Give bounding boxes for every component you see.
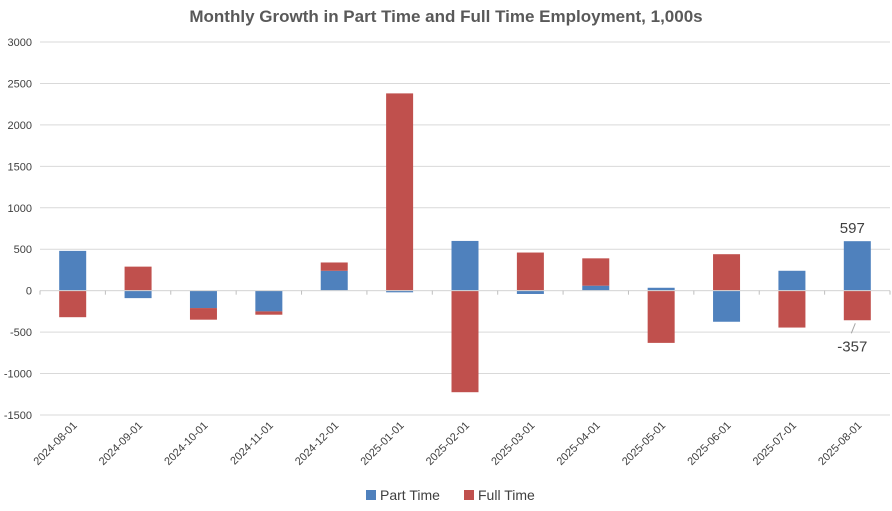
x-tick-label: 2025-07-01 bbox=[751, 420, 799, 468]
legend-swatch bbox=[464, 490, 474, 500]
y-tick-label: -1000 bbox=[4, 369, 32, 381]
full-time-bar bbox=[451, 290, 479, 393]
part-time-bar bbox=[59, 250, 87, 291]
data-labels: 597 -357 bbox=[837, 220, 867, 355]
full-time-bar bbox=[778, 290, 806, 328]
full-time-bar bbox=[843, 290, 871, 321]
part-time-bar bbox=[582, 285, 610, 291]
x-tick-label: 2025-01-01 bbox=[358, 420, 406, 468]
leader-line bbox=[850, 323, 856, 334]
y-tick-label: 0 bbox=[26, 286, 32, 298]
full-time-bar bbox=[189, 308, 217, 320]
full-time-bar bbox=[255, 311, 283, 315]
part-time-bar bbox=[386, 290, 414, 293]
x-tick-label: 2024-09-01 bbox=[97, 420, 145, 468]
y-tick-label: 2000 bbox=[8, 120, 32, 132]
data-label: 597 bbox=[840, 220, 865, 237]
x-tick-label: 2025-02-01 bbox=[424, 420, 472, 468]
part-time-bar bbox=[843, 241, 871, 291]
y-tick-label: 3000 bbox=[8, 37, 32, 49]
y-tick-label: 1000 bbox=[8, 203, 32, 215]
x-tick-label: 2024-12-01 bbox=[293, 420, 341, 468]
legend-label: Full Time bbox=[478, 487, 535, 503]
part-time-bar bbox=[451, 240, 479, 291]
part-time-bar bbox=[320, 270, 348, 291]
full-time-bar bbox=[386, 93, 414, 291]
x-tick-label: 2025-05-01 bbox=[620, 420, 668, 468]
x-tick-label: 2025-03-01 bbox=[489, 420, 537, 468]
full-time-bar bbox=[516, 252, 544, 291]
y-axis: 3000 2500 2000 1500 1000 500 0 -500 -1000 -1500 bbox=[4, 37, 32, 422]
part-time-bar bbox=[189, 290, 217, 309]
y-tick-label: 2500 bbox=[8, 78, 32, 90]
x-tick-label: 2025-08-01 bbox=[816, 420, 864, 468]
part-time-bar bbox=[778, 270, 806, 291]
legend-swatch bbox=[366, 490, 376, 500]
x-tick-label: 2024-11-01 bbox=[228, 420, 276, 468]
full-time-bar bbox=[647, 290, 675, 343]
part-time-bar bbox=[255, 290, 283, 312]
y-tick-label: 500 bbox=[14, 244, 32, 256]
x-tick-label: 2025-06-01 bbox=[685, 420, 733, 468]
y-tick-label: -500 bbox=[10, 327, 32, 339]
x-tick-label: 2024-08-01 bbox=[32, 420, 80, 468]
legend-label: Part Time bbox=[380, 487, 440, 503]
x-tick-label: 2024-10-01 bbox=[162, 420, 210, 468]
part-time-bar bbox=[516, 290, 544, 294]
full-time-bar bbox=[713, 254, 741, 291]
part-time-bar bbox=[124, 290, 152, 299]
chart-title: Monthly Growth in Part Time and Full Tim… bbox=[189, 7, 702, 26]
full-time-bar bbox=[124, 266, 152, 291]
bars bbox=[59, 93, 871, 393]
x-tick-label: 2025-04-01 bbox=[555, 420, 603, 468]
legend: Part Time Full Time bbox=[366, 487, 535, 503]
full-time-bar bbox=[320, 262, 348, 271]
y-tick-label: -1500 bbox=[4, 410, 32, 422]
part-time-bar bbox=[647, 287, 675, 291]
full-time-bar bbox=[59, 290, 87, 318]
y-tick-label: 1500 bbox=[8, 161, 32, 173]
data-label: -357 bbox=[837, 338, 867, 355]
part-time-bar bbox=[713, 290, 741, 322]
full-time-bar bbox=[582, 258, 610, 286]
